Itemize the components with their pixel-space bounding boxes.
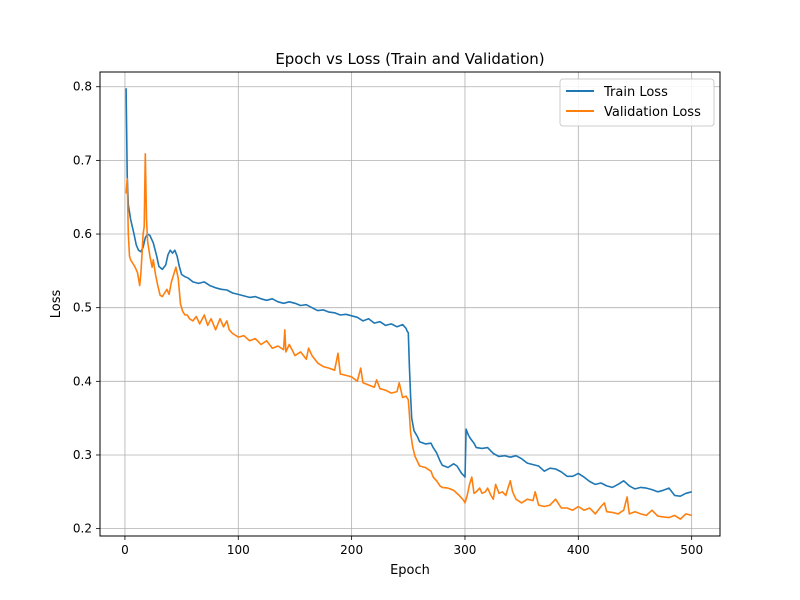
x-tick-label: 500 [680,543,703,557]
y-axis-label: Loss [49,290,64,319]
x-tick-label: 0 [121,543,129,557]
grid [100,72,720,536]
x-tick-label: 400 [567,543,590,557]
legend: Train Loss Validation Loss [559,78,715,127]
y-tick-label: 0.7 [73,153,92,167]
x-axis-label: Epoch [390,563,430,578]
series-line-validation [125,153,692,520]
series-line-train [125,88,692,497]
y-tick-label: 0.6 [73,227,92,241]
legend-label-train: Train Loss [603,85,668,100]
x-tick-label: 300 [454,543,477,557]
legend-label-validation: Validation Loss [604,105,701,120]
legend-box [559,78,715,127]
y-tick-label: 0.4 [73,374,92,388]
chart-title: Epoch vs Loss (Train and Validation) [275,50,544,68]
y-tick-label: 0.5 [73,301,92,315]
plot-frame [99,71,721,537]
y-tick-label: 0.3 [73,448,92,462]
x-tick-label: 200 [340,543,363,557]
series-lines [125,88,692,520]
x-tick-label: 100 [227,543,250,557]
axis-ticks: 0 100 200 300 400 500 0.2 0.3 0.4 0.5 0.6 0.7 0.8 [73,80,703,557]
y-tick-label: 0.8 [73,80,92,94]
y-tick-label: 0.2 [73,522,92,536]
